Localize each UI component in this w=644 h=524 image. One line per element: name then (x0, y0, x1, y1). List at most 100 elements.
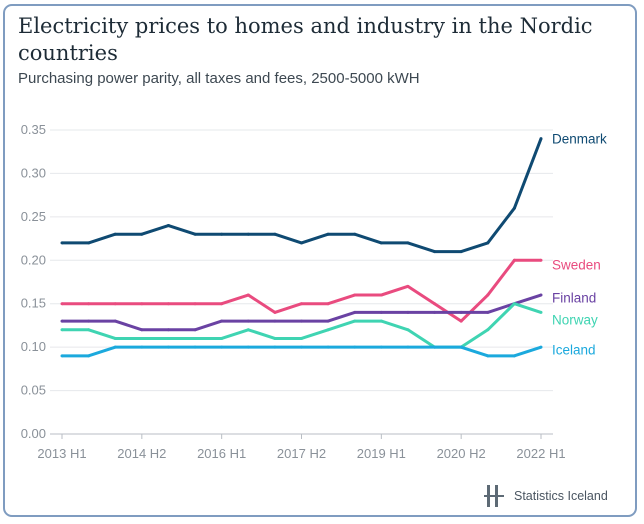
data-point-norway (406, 328, 410, 332)
data-point-finland (193, 328, 197, 332)
data-point-iceland (459, 345, 463, 349)
data-point-finland (379, 310, 383, 314)
data-point-sweden (433, 302, 437, 306)
data-point-denmark (220, 232, 224, 236)
data-point-iceland (87, 354, 91, 358)
data-point-denmark (459, 250, 463, 254)
data-point-norway (113, 336, 117, 340)
data-point-finland (166, 328, 170, 332)
y-tick-label: 0.05 (21, 383, 46, 398)
data-point-norway (512, 302, 516, 306)
data-point-norway (539, 310, 543, 314)
chart-title: Electricity prices to homes and industry… (18, 14, 593, 65)
data-point-sweden (300, 302, 303, 306)
data-point-finland (113, 319, 117, 323)
data-point-iceland (220, 345, 224, 349)
data-point-norway (60, 328, 64, 332)
x-tick-label: 2017 H2 (277, 446, 326, 461)
data-point-denmark (193, 232, 197, 236)
data-point-denmark (166, 224, 170, 228)
y-tick-label: 0.30 (21, 165, 46, 180)
y-tick-label: 0.25 (21, 209, 46, 224)
chart-frame (3, 4, 637, 517)
data-point-iceland (166, 345, 170, 349)
data-point-iceland (326, 345, 330, 349)
statistics-iceland-logo: Statistics Iceland (484, 484, 608, 508)
data-point-sweden (220, 302, 224, 306)
series-line-norway (62, 302, 542, 349)
chart-subtitle: Purchasing power parity, all taxes and f… (18, 70, 420, 87)
data-point-norway (326, 328, 330, 332)
data-point-norway (486, 328, 490, 332)
series-label-norway: Norway (552, 312, 598, 327)
data-point-norway (166, 336, 170, 340)
data-point-norway (140, 336, 144, 340)
data-point-sweden (512, 258, 516, 262)
data-point-finland (353, 310, 357, 314)
data-point-norway (246, 328, 250, 332)
data-point-denmark (87, 241, 91, 245)
data-point-iceland (300, 345, 303, 349)
statistics-iceland-logo-icon (484, 485, 504, 507)
data-point-iceland (273, 345, 277, 349)
data-point-iceland (193, 345, 197, 349)
data-point-iceland (246, 345, 250, 349)
data-point-iceland (512, 354, 516, 358)
data-point-finland (60, 319, 64, 323)
series-label-sweden: Sweden (552, 258, 601, 273)
x-tick-label: 2022 H1 (516, 446, 565, 461)
x-tick-label: 2020 H2 (437, 446, 486, 461)
series-label-finland: Finland (552, 291, 596, 306)
data-point-finland (406, 310, 410, 314)
data-point-sweden (486, 293, 490, 297)
data-point-denmark (512, 206, 516, 210)
data-point-denmark (379, 241, 383, 245)
data-point-sweden (193, 302, 197, 306)
data-point-denmark (326, 232, 330, 236)
data-point-denmark (433, 250, 437, 254)
data-point-sweden (113, 302, 117, 306)
data-point-iceland (486, 354, 490, 358)
data-point-sweden (60, 302, 64, 306)
data-point-finland (300, 319, 303, 323)
data-point-denmark (486, 241, 490, 245)
data-point-denmark (113, 232, 117, 236)
data-point-iceland (60, 354, 64, 358)
data-point-denmark (300, 241, 303, 245)
data-point-denmark (140, 232, 144, 236)
data-point-sweden (406, 284, 410, 288)
y-tick-label: 0.15 (21, 296, 46, 311)
x-tick-label: 2013 H1 (37, 446, 86, 461)
data-point-norway (193, 336, 197, 340)
data-point-finland (220, 319, 224, 323)
data-point-finland (246, 319, 250, 323)
data-point-iceland (539, 345, 543, 349)
data-point-sweden (326, 302, 330, 306)
y-tick-label: 0.20 (21, 252, 46, 267)
data-point-sweden (87, 302, 91, 306)
y-tick-label: 0.00 (21, 426, 46, 441)
data-point-finland (87, 319, 91, 323)
data-point-denmark (539, 137, 543, 141)
data-point-finland (459, 310, 463, 314)
data-point-denmark (60, 241, 64, 245)
data-point-norway (273, 336, 277, 340)
data-point-finland (140, 328, 144, 332)
data-point-norway (87, 328, 91, 332)
y-tick-label: 0.10 (21, 339, 46, 354)
data-point-denmark (246, 232, 250, 236)
data-point-sweden (246, 293, 250, 297)
x-tick-label: 2019 H1 (357, 446, 406, 461)
data-point-finland (486, 310, 490, 314)
data-point-finland (273, 319, 277, 323)
data-point-sweden (379, 293, 383, 297)
data-point-norway (300, 336, 303, 340)
data-point-iceland (113, 345, 117, 349)
data-point-norway (353, 319, 357, 323)
series-line-denmark (62, 138, 543, 254)
data-point-sweden (459, 319, 463, 323)
data-point-iceland (433, 345, 437, 349)
data-point-norway (220, 336, 224, 340)
y-tick-label: 0.35 (21, 122, 46, 137)
